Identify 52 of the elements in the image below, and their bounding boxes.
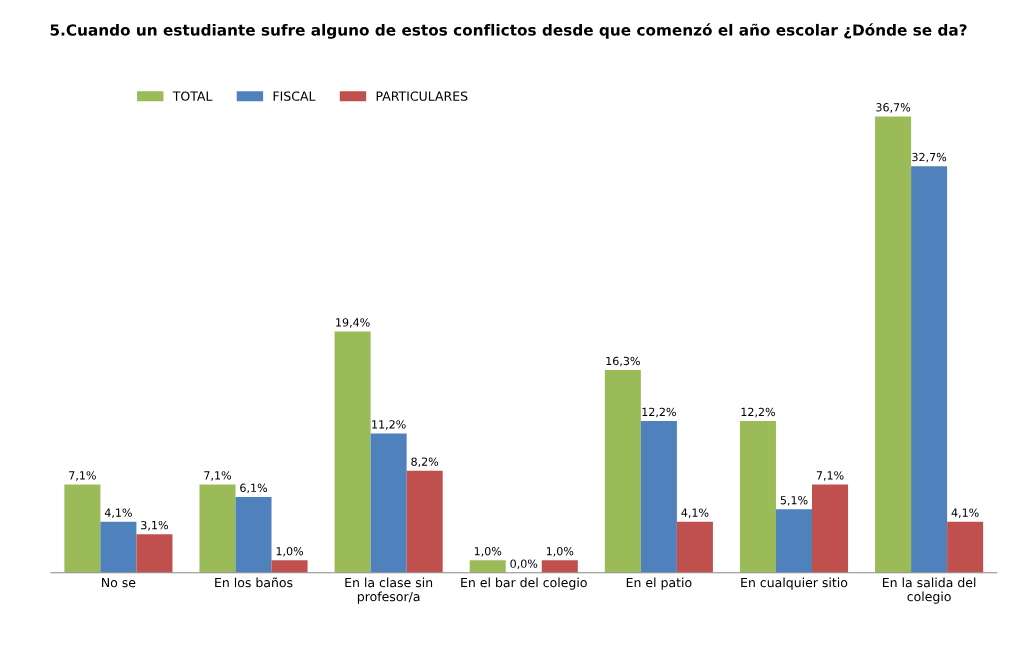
bar [676, 521, 713, 573]
bar [812, 484, 849, 573]
x-tick-label: En la salida del colegio [882, 577, 976, 604]
x-tick-label: No se [102, 578, 136, 588]
data-label: 32,7% [912, 152, 947, 163]
bar [406, 470, 443, 573]
legend-label: PARTICULARES [376, 91, 468, 101]
bar [739, 421, 776, 573]
data-label: 12,2% [741, 407, 775, 418]
data-label: 7,1% [816, 471, 844, 481]
data-label: 12,2% [642, 407, 676, 418]
data-label: 6,1% [240, 483, 268, 494]
bar [64, 484, 101, 573]
bar [541, 560, 578, 573]
legend-label: FISCAL [273, 91, 316, 101]
bar [136, 534, 173, 573]
x-tick-label: En el bar del colegio [461, 577, 587, 590]
bar [199, 484, 236, 573]
data-label: 19,4% [336, 318, 370, 328]
data-label: 16,3% [606, 356, 640, 367]
bar [640, 421, 677, 573]
data-label: 0,0% [510, 559, 538, 569]
legend-label: TOTAL [172, 91, 213, 101]
bar [469, 560, 506, 573]
bar [875, 116, 912, 573]
bar [775, 509, 812, 573]
data-label: 5,1% [780, 496, 808, 506]
x-tick-label: En el patio [626, 577, 692, 590]
bar [271, 560, 308, 573]
bar [947, 521, 984, 573]
data-label: 7,1% [204, 471, 231, 481]
data-label: 11,2% [372, 420, 406, 430]
data-label: 4,1% [681, 508, 709, 518]
data-label: 36,7% [876, 103, 911, 113]
x-tick-label: En los baños [215, 577, 293, 588]
chart-title: 5.Cuando un estudiante sufre alguno de estos conflictos desde que comenzó el año escolar ¿Dónde se da? [50, 23, 967, 39]
x-tick-label: En la clase sin profesor/a [345, 577, 433, 604]
data-label: 3,1% [141, 520, 168, 531]
bar [334, 331, 371, 573]
bar [911, 166, 948, 573]
bar [100, 521, 137, 573]
data-label: 1,0% [474, 546, 502, 557]
data-label: 8,2% [411, 457, 439, 467]
data-label: 4,1% [104, 508, 132, 518]
bar [235, 496, 272, 573]
x-tick-label: En cualquier sitio [741, 577, 848, 590]
data-label: 7,1% [69, 471, 96, 481]
data-label: 1,0% [546, 546, 574, 557]
data-label: 4,1% [951, 508, 979, 518]
bar [370, 433, 407, 573]
data-label: 1,0% [276, 546, 304, 557]
bar [604, 370, 641, 573]
